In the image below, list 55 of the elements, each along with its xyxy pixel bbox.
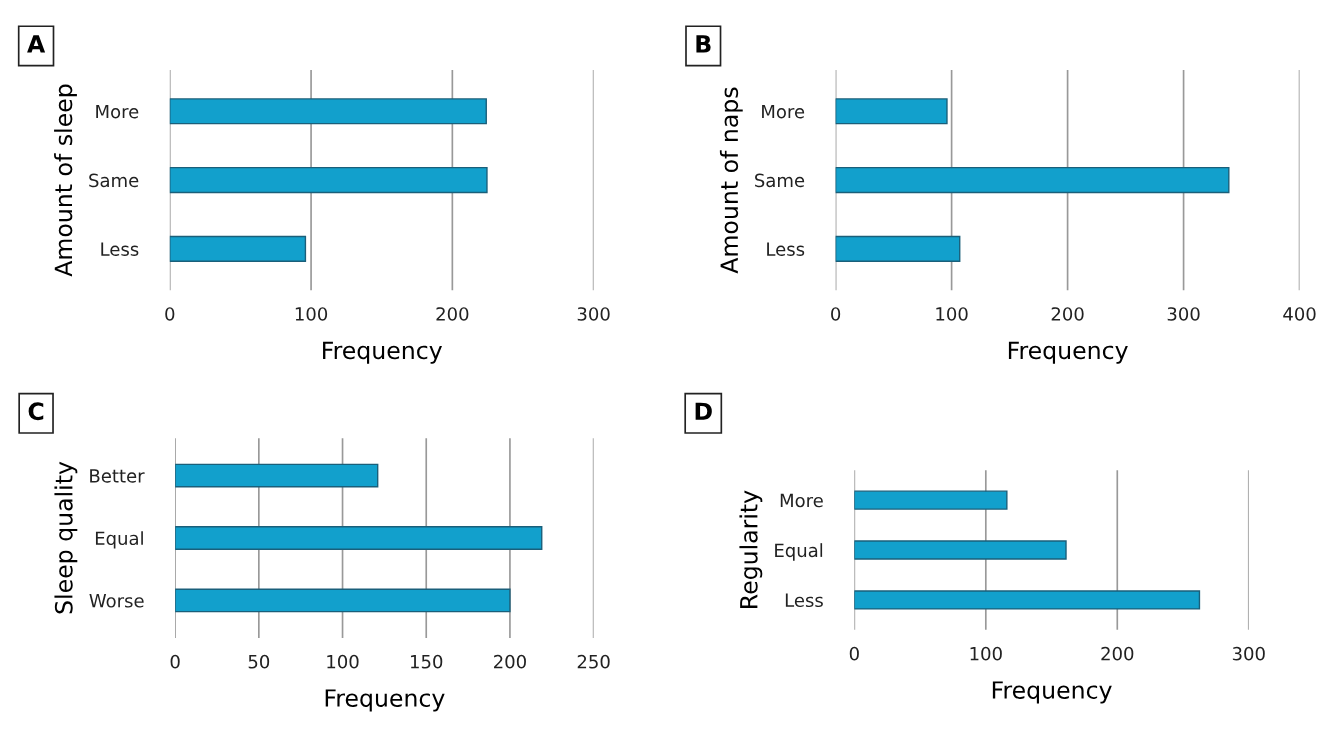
x-tick-label: 100 xyxy=(970,646,1002,661)
chart-title: A xyxy=(27,35,46,53)
x-tick-label: 100 xyxy=(295,307,328,321)
x-tick-label: 300 xyxy=(577,307,610,321)
y-axis-title: Amount of naps xyxy=(719,87,743,274)
bar xyxy=(854,540,1067,560)
x-tick-label: 300 xyxy=(1167,307,1200,321)
x-tick-label: 150 xyxy=(410,654,443,669)
chart-title: D xyxy=(695,402,712,420)
x-tick-label: 0 xyxy=(831,307,841,321)
chart-title: B xyxy=(696,35,711,53)
x-tick-label: 250 xyxy=(577,654,610,669)
y-tick-label: Equal xyxy=(95,531,143,549)
bar xyxy=(175,588,511,613)
x-axis-title: Frequency xyxy=(323,341,442,364)
bar xyxy=(835,98,948,125)
x-tick-label: 0 xyxy=(170,654,180,669)
bar xyxy=(854,490,1008,510)
y-tick-label: More xyxy=(762,104,805,119)
bar xyxy=(175,526,543,550)
x-tick-label: 200 xyxy=(494,654,526,669)
x-tick-label: 100 xyxy=(327,654,359,669)
y-tick-label: Equal xyxy=(775,543,823,561)
y-tick-label: Less xyxy=(101,242,139,256)
x-tick-label: 400 xyxy=(1283,307,1316,321)
y-tick-label: Less xyxy=(785,593,823,608)
x-tick-label: 200 xyxy=(1051,307,1084,321)
bar xyxy=(854,590,1201,610)
y-tick-label: Better xyxy=(90,469,145,483)
y-tick-label: Worse xyxy=(89,594,144,608)
y-tick-label: Less xyxy=(767,242,805,256)
y-axis-title: Sleep quality xyxy=(54,461,78,614)
y-axis-title: Amount of sleep xyxy=(54,84,77,277)
y-axis-title: Regularity xyxy=(739,490,763,608)
bar xyxy=(169,235,307,262)
x-tick-label: 200 xyxy=(436,307,469,321)
x-axis-title: Frequency xyxy=(1008,341,1128,364)
y-tick-label: More xyxy=(96,104,139,119)
x-tick-label: 50 xyxy=(248,654,270,669)
x-tick-label: 0 xyxy=(849,646,859,661)
x-tick-label: 0 xyxy=(165,307,175,321)
x-axis-title: Frequency xyxy=(992,681,1112,704)
bar xyxy=(835,235,961,262)
y-tick-label: More xyxy=(780,493,823,508)
x-axis-title: Frequency xyxy=(325,689,445,712)
bar xyxy=(175,463,379,488)
x-tick-label: 300 xyxy=(1232,646,1265,661)
x-tick-label: 200 xyxy=(1101,646,1134,661)
y-tick-label: Same xyxy=(755,173,805,188)
chart-title: C xyxy=(28,402,44,421)
x-tick-label: 100 xyxy=(936,307,968,321)
bar xyxy=(169,98,487,125)
bar xyxy=(169,166,488,194)
y-tick-label: Same xyxy=(89,173,139,188)
bar xyxy=(835,166,1230,194)
